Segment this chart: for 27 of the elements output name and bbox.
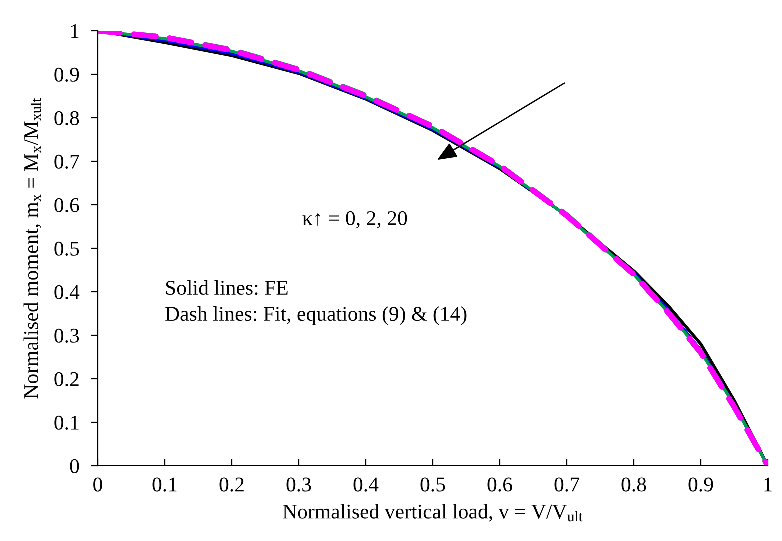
x-tick-label: 0.7 xyxy=(554,478,580,492)
y-axis-title: Normalised moment, m$_{x}$ = M$_{x}$/M$_{xult}$ xyxy=(24,98,42,399)
annotation: κ↑ = 0, 2, 20 xyxy=(302,211,408,228)
y-tick-label: 1 xyxy=(71,24,79,38)
y-tick-label: 0.3 xyxy=(54,328,80,344)
x-tick-label: 0.9 xyxy=(688,478,714,492)
x-tick-label: 0 xyxy=(94,478,102,492)
y-tick-label: 0.5 xyxy=(54,242,80,256)
x-tick-label: 0.3 xyxy=(286,478,312,492)
y-tick-label: 0.8 xyxy=(54,111,80,126)
x-tick-label: 0.4 xyxy=(354,478,379,492)
y-tick-label: 0.2 xyxy=(54,372,79,387)
y-tick-label: 0 xyxy=(70,459,80,474)
x-tick-label: 1 xyxy=(764,478,772,492)
x-tick-label: 0.2 xyxy=(220,478,244,492)
annotation: Dash lines: Fit, equations (9) & (14) xyxy=(166,306,467,326)
x-tick-label: 0.6 xyxy=(488,478,512,492)
y-tick-label: 0.7 xyxy=(54,154,80,170)
annotation: Solid lines: FE xyxy=(166,280,288,296)
x-tick-label: 0.5 xyxy=(420,478,446,492)
y-tick-label: 0.1 xyxy=(54,416,79,430)
y-tick-label: 0.9 xyxy=(54,68,80,82)
x-tick-label: 0.1 xyxy=(152,478,177,492)
x-tick-label: 0.8 xyxy=(622,478,646,492)
x-axis-title: Normalised vertical load, v = V/V$_{ult}$ xyxy=(283,504,583,522)
y-tick-label: 0.6 xyxy=(54,198,80,213)
y-tick-label: 0.4 xyxy=(54,285,80,300)
